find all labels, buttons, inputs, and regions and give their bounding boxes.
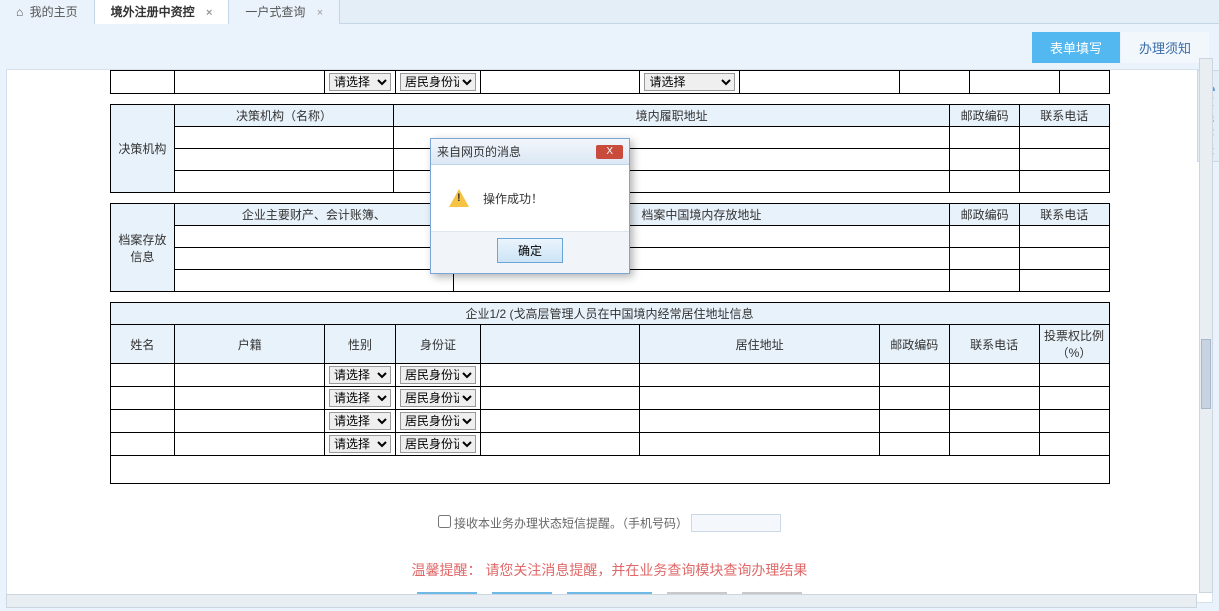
row-label-decision: 决策机构 <box>110 105 175 193</box>
dialog-message: 操作成功！ <box>483 190 543 207</box>
tab-overseas-reg[interactable]: 境外注册中资控 × <box>95 0 230 24</box>
tab-query[interactable]: 一户式查询 × <box>229 0 340 24</box>
action-tab-bar: 表单填写 办理须知 <box>0 24 1219 69</box>
tab-query-label: 一户式查询 <box>245 5 305 19</box>
th-phone: 联系电话 <box>1019 105 1109 127</box>
th-phone2: 联系电话 <box>1019 204 1109 226</box>
th-domestic-addr: 境内履职地址 <box>393 105 949 127</box>
scroll-thumb[interactable] <box>1201 339 1211 409</box>
select-gender[interactable]: 请选择 <box>329 389 391 407</box>
select-idtype[interactable]: 居民身份证 <box>400 412 476 430</box>
reminder-text: 温馨提醒： 请您关注消息提醒，并在业务查询模块查询办理结果 <box>7 560 1212 580</box>
dialog-footer: 确定 <box>431 231 629 273</box>
section-title: 企业1/2 (戈高层管理人员在中国境内经常居住地址信息 <box>110 303 1109 325</box>
th-addr: 居住地址 <box>640 325 879 364</box>
close-icon[interactable]: × <box>206 7 212 19</box>
th-org-name: 决策机构（名称） <box>175 105 394 127</box>
table-row: 请选择 居民身份证 <box>110 410 1109 433</box>
th-zip3: 邮政编码 <box>879 325 949 364</box>
th-zip: 邮政编码 <box>950 105 1020 127</box>
th-asset: 企业主要财产、会计账簿、 <box>175 204 453 226</box>
vertical-scrollbar[interactable] <box>1199 58 1213 593</box>
dialog-titlebar: 来自网页的消息 X <box>431 139 629 165</box>
select-idtype[interactable]: 居民身份证 <box>400 435 476 453</box>
th-vote: 投票权比例（%） <box>1039 325 1109 364</box>
top-select-row: 请选择 居民身份证 请选择 <box>110 70 1110 94</box>
horizontal-scrollbar[interactable] <box>6 594 1197 608</box>
select-please[interactable]: 请选择 <box>329 73 391 91</box>
dialog-title-text: 来自网页的消息 <box>437 143 521 160</box>
table-row: 请选择 居民身份证 <box>110 387 1109 410</box>
dialog-close-button[interactable]: X <box>596 145 623 159</box>
table-personnel: 企业1/2 (戈高层管理人员在中国境内经常居住地址信息 姓名 户籍 性别 身份证… <box>110 302 1110 484</box>
action-tab-notice[interactable]: 办理须知 <box>1121 32 1209 63</box>
tab-home-label: 我的主页 <box>30 5 78 19</box>
sms-label: 接收本业务办理状态短信提醒。（手机号码） <box>454 517 688 531</box>
warning-icon <box>449 189 469 207</box>
tab-overseas-reg-label: 境外注册中资控 <box>111 5 195 19</box>
select-gender[interactable]: 请选择 <box>329 412 391 430</box>
th-zip2: 邮政编码 <box>950 204 1020 226</box>
select-idtype[interactable]: 居民身份证 <box>400 389 476 407</box>
sms-row: 接收本业务办理状态短信提醒。（手机号码） <box>7 514 1212 532</box>
th-huji: 户籍 <box>175 325 325 364</box>
select-gender[interactable]: 请选择 <box>329 366 391 384</box>
select-gender[interactable]: 请选择 <box>329 435 391 453</box>
th-gender: 性别 <box>325 325 396 364</box>
close-icon[interactable]: × <box>317 7 323 19</box>
th-name: 姓名 <box>110 325 175 364</box>
top-tab-bar: 我的主页 境外注册中资控 × 一户式查询 × <box>0 0 1219 24</box>
sms-checkbox[interactable] <box>438 515 451 528</box>
th-phone3: 联系电话 <box>949 325 1039 364</box>
select-idtype-top[interactable]: 居民身份证 <box>400 73 476 91</box>
table-row: 请选择 居民身份证 <box>110 364 1109 387</box>
action-tab-form[interactable]: 表单填写 <box>1032 32 1120 63</box>
table-row: 请选择 居民身份证 <box>110 433 1109 456</box>
select-idtype[interactable]: 居民身份证 <box>400 366 476 384</box>
sms-phone-input[interactable] <box>691 514 781 532</box>
tab-home[interactable]: 我的主页 <box>0 0 95 24</box>
message-dialog: 来自网页的消息 X 操作成功！ 确定 <box>430 138 630 274</box>
dialog-ok-button[interactable]: 确定 <box>497 238 563 263</box>
row-label-archive: 档案存放信息 <box>110 204 175 292</box>
dialog-body: 操作成功！ <box>431 165 629 231</box>
select-please-2[interactable]: 请选择 <box>644 73 735 91</box>
th-idtype: 身份证 <box>396 325 481 364</box>
